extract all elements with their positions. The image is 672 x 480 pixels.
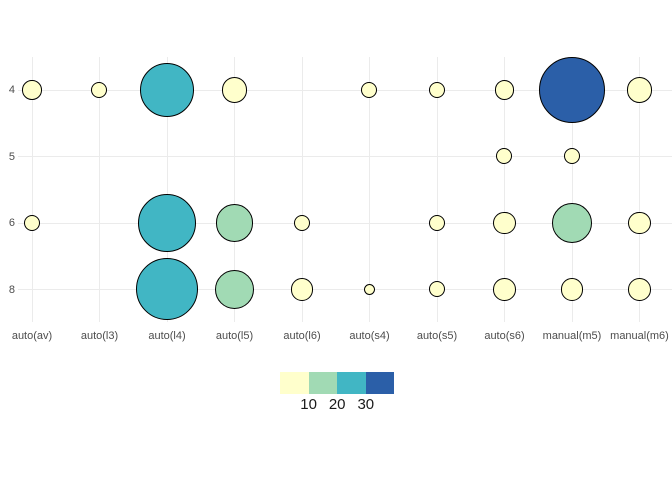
x-tick-label: auto(s6) (484, 330, 525, 342)
gridline-vertical (504, 57, 505, 322)
bubble (22, 80, 42, 100)
gridline-vertical (234, 57, 235, 322)
legend-swatch (308, 372, 338, 394)
legend-tick-label: 30 (357, 396, 375, 413)
legend-swatch (280, 372, 309, 394)
gridline-vertical (436, 57, 438, 322)
legend-swatch (337, 372, 366, 394)
bubble (91, 81, 108, 98)
gridline-horizontal (18, 156, 672, 157)
gridline-horizontal (18, 289, 672, 290)
gridline-vertical (571, 57, 573, 322)
gridline-vertical (369, 57, 370, 322)
y-tick-label: 5 (8, 150, 15, 163)
x-tick-label: auto(av) (11, 330, 53, 342)
x-tick-label: auto(l4) (148, 330, 186, 342)
bubble (628, 211, 651, 235)
bubble (551, 202, 593, 244)
legend-tick-label: 20 (328, 396, 346, 413)
bubble (493, 211, 516, 235)
bubble (363, 283, 376, 296)
gridline-horizontal (18, 89, 672, 91)
bubble (538, 56, 605, 123)
y-tick-label: 4 (8, 84, 15, 96)
gridline-vertical (31, 57, 33, 322)
x-tick-label: manual(m6) (610, 330, 669, 342)
bubble (494, 80, 515, 100)
gridline-vertical (99, 57, 100, 322)
gridline-vertical (639, 57, 640, 322)
gridline-vertical (301, 57, 303, 322)
x-tick-label: auto(s5) (416, 330, 458, 342)
bubble (563, 148, 580, 165)
gridline-vertical (166, 57, 168, 322)
bubble (496, 148, 513, 165)
bubble (214, 269, 255, 310)
y-tick-label: 6 (8, 217, 15, 229)
legend-tick-label: 10 (300, 396, 317, 413)
bubble (626, 77, 653, 103)
bubble (23, 214, 40, 231)
bubble (290, 278, 314, 301)
gridline-horizontal (18, 222, 672, 224)
bubble (137, 193, 197, 253)
bubble (560, 278, 584, 301)
bubble (135, 258, 198, 321)
bubble (428, 81, 445, 98)
bubble (293, 214, 310, 231)
bubble (428, 281, 445, 298)
y-tick-label: 8 (8, 283, 15, 296)
bubble (428, 214, 445, 231)
bubble (628, 278, 651, 301)
bubble (139, 62, 195, 118)
bubble (221, 77, 248, 103)
x-tick-label: auto(l6) (283, 330, 321, 342)
x-tick-label: auto(l3) (80, 330, 119, 342)
x-tick-label: auto(l5) (215, 330, 254, 342)
bubble (361, 81, 378, 98)
x-tick-label: auto(s4) (349, 330, 390, 342)
bubble (493, 278, 516, 301)
legend-swatch (365, 372, 395, 394)
x-tick-label: manual(m5) (542, 330, 602, 342)
bubble (215, 204, 254, 242)
